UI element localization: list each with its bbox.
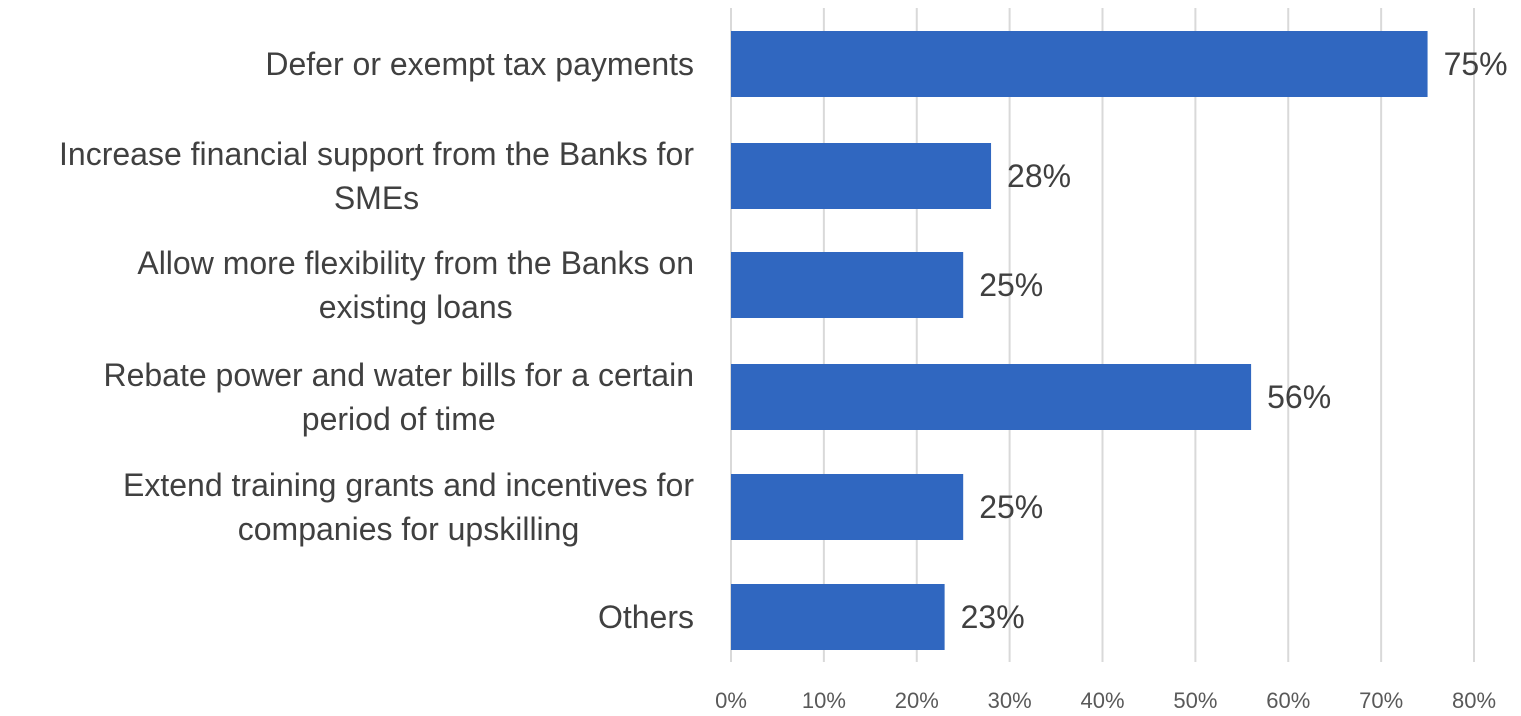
category-label-3-line-2: existing loans: [319, 289, 513, 325]
category-label-4-line-1: Rebate power and water bills for a certa…: [103, 357, 694, 393]
category-label-5-line-1: Extend training grants and incentives fo…: [123, 467, 694, 503]
x-tick-label-20: 20%: [895, 688, 939, 713]
category-label-1-line-1: Defer or exempt tax payments: [265, 46, 694, 82]
bar-1: [731, 31, 1428, 97]
data-label-2: 28%: [1007, 158, 1071, 194]
x-tick-label-60: 60%: [1266, 688, 1310, 713]
category-label-3-line-1: Allow more flexibility from the Banks on: [137, 245, 694, 281]
data-label-4: 56%: [1267, 379, 1331, 415]
x-tick-label-50: 50%: [1173, 688, 1217, 713]
bar-3: [731, 252, 964, 318]
data-label-6: 23%: [961, 599, 1025, 635]
x-tick-label-10: 10%: [802, 688, 846, 713]
gridlines: [730, 8, 1475, 662]
data-label-1: 75%: [1444, 46, 1508, 82]
category-label-6-line-1: Others: [598, 599, 694, 635]
data-label-3: 25%: [979, 267, 1043, 303]
x-axis-tick-labels: 0% 10% 20% 30% 40% 50% 60% 70% 80%: [715, 688, 1496, 713]
bar-6: [731, 584, 945, 650]
bar-4: [731, 364, 1252, 430]
category-label-2-line-2: SMEs: [334, 180, 419, 216]
x-tick-label-40: 40%: [1080, 688, 1124, 713]
x-tick-label-0: 0%: [715, 688, 747, 713]
category-label-4-line-2: period of time: [302, 401, 496, 437]
x-tick-label-80: 80%: [1452, 688, 1496, 713]
x-tick-label-70: 70%: [1359, 688, 1403, 713]
bars: [731, 31, 1428, 650]
category-label-5-line-2: companies for upskilling: [238, 511, 580, 547]
bar-5: [731, 474, 964, 540]
category-label-2-line-1: Increase financial support from the Bank…: [59, 136, 694, 172]
category-labels: Defer or exempt tax payments Increase fin…: [59, 46, 694, 635]
data-label-5: 25%: [979, 489, 1043, 525]
x-tick-label-30: 30%: [988, 688, 1032, 713]
bar-2: [731, 143, 992, 209]
data-labels: 75% 28% 25% 56% 25% 23%: [961, 46, 1508, 635]
